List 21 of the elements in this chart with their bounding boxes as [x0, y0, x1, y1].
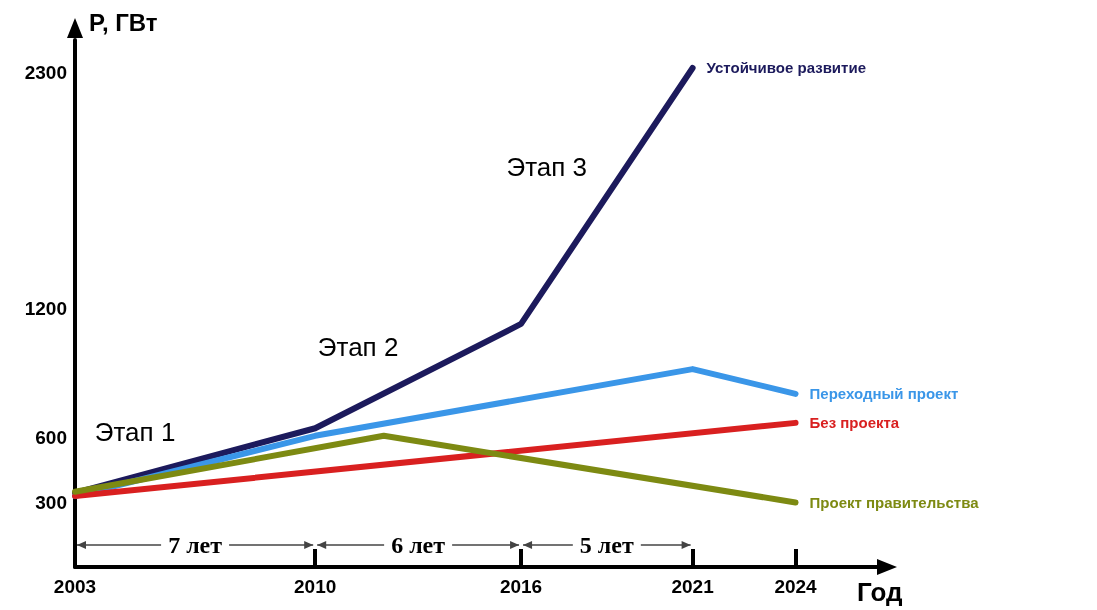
- x-tick-label: 2024: [774, 576, 818, 597]
- series-label: Без проекта: [809, 414, 900, 432]
- y-tick-label: 300: [35, 491, 67, 513]
- annotation: 7 лет: [168, 532, 223, 558]
- series-label: Переходный проект: [809, 385, 959, 403]
- annotation: Этап 3: [506, 151, 588, 182]
- x-axis-title: Год: [857, 577, 903, 607]
- y-tick-label: 1200: [24, 298, 67, 320]
- annotation: 5 лет: [579, 532, 634, 558]
- x-tick-label: 2016: [499, 576, 543, 597]
- y-axis-title: P, ГВт: [89, 8, 158, 36]
- annotation: Этап 2: [317, 332, 399, 363]
- series-label: Проект правительства: [809, 493, 980, 511]
- x-tick-label: 2010: [294, 576, 337, 597]
- annotation: 6 лет: [391, 532, 446, 558]
- series-label: Устойчивое развитие: [706, 59, 866, 77]
- x-tick-label: 2021: [671, 576, 715, 597]
- annotation: Этап 1: [94, 416, 176, 447]
- x-tick-label: 2003: [53, 576, 97, 597]
- y-tick-label: 2300: [24, 61, 67, 83]
- y-tick-label: 600: [35, 427, 67, 449]
